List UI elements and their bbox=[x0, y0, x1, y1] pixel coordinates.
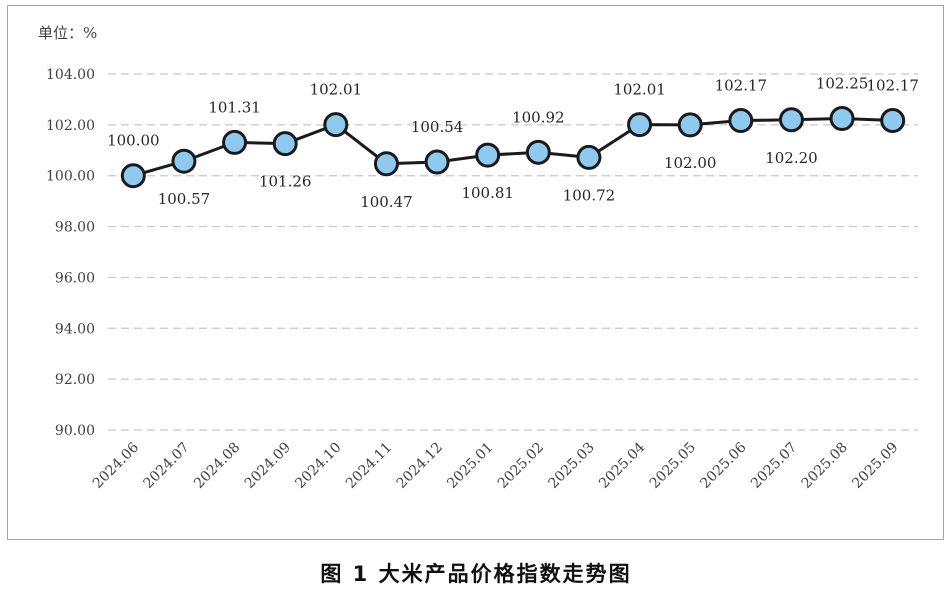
data-point bbox=[880, 108, 906, 134]
x-tick-label: 2025.08 bbox=[799, 440, 851, 492]
x-tick-label: 2025.01 bbox=[444, 440, 496, 492]
y-tick-label: 104.00 bbox=[46, 67, 95, 83]
data-point bbox=[728, 108, 754, 134]
data-point bbox=[627, 112, 653, 138]
data-label: 100.47 bbox=[360, 193, 413, 211]
data-point bbox=[778, 107, 804, 133]
data-label: 100.81 bbox=[461, 184, 514, 202]
data-label: 101.26 bbox=[259, 173, 312, 191]
x-axis-ticks: 2024.062024.072024.082024.092024.102024.… bbox=[90, 439, 902, 491]
figure-caption: 图 1 大米产品价格指数走势图 bbox=[320, 562, 632, 586]
gridlines bbox=[108, 73, 918, 431]
series-line bbox=[132, 117, 893, 178]
data-point bbox=[323, 112, 349, 138]
y-tick-label: 100.00 bbox=[46, 169, 95, 185]
x-tick-label: 2025.09 bbox=[849, 440, 901, 492]
data-point bbox=[829, 106, 855, 131]
x-tick-label: 2025.06 bbox=[697, 439, 749, 491]
data-labels: 100.00 100.57 101.31 101.26 102.01 100.47 100.… bbox=[107, 75, 919, 211]
data-point bbox=[475, 142, 501, 168]
data-point bbox=[272, 131, 298, 157]
data-point bbox=[373, 151, 399, 177]
data-point bbox=[171, 148, 197, 174]
x-tick-label: 2025.04 bbox=[596, 439, 648, 491]
data-label: 100.00 bbox=[107, 132, 160, 150]
data-label: 102.00 bbox=[664, 154, 717, 172]
unit-label: 单位：% bbox=[38, 24, 97, 42]
line-chart: 单位：% 90.00 92.00 94.00 96.00 98.00 100.00 102.… bbox=[38, 24, 919, 492]
data-point bbox=[576, 144, 602, 170]
y-tick-label: 92.00 bbox=[55, 372, 95, 388]
data-label: 101.31 bbox=[208, 98, 261, 116]
y-tick-label: 96.00 bbox=[55, 270, 95, 286]
x-tick-label: 2024.08 bbox=[191, 440, 243, 492]
data-point bbox=[222, 129, 248, 155]
x-tick-label: 2025.02 bbox=[495, 440, 547, 492]
data-point bbox=[525, 139, 551, 165]
x-tick-label: 2025.03 bbox=[546, 440, 598, 492]
x-tick-label: 2024.07 bbox=[141, 440, 193, 492]
data-label: 100.57 bbox=[158, 190, 211, 208]
data-label: 102.01 bbox=[613, 81, 666, 99]
x-tick-label: 2025.05 bbox=[647, 440, 699, 492]
data-label: 102.25 bbox=[816, 75, 869, 93]
x-tick-label: 2024.11 bbox=[343, 440, 395, 492]
data-label: 100.72 bbox=[563, 186, 616, 204]
chart-frame bbox=[7, 5, 944, 540]
y-tick-label: 102.00 bbox=[46, 118, 95, 134]
x-tick-label: 2025.07 bbox=[748, 440, 800, 492]
data-label: 100.54 bbox=[411, 118, 464, 136]
data-point bbox=[677, 112, 703, 138]
y-tick-label: 94.00 bbox=[55, 321, 95, 337]
data-label: 102.20 bbox=[765, 149, 818, 167]
series-polyline bbox=[132, 117, 893, 178]
y-tick-label: 90.00 bbox=[55, 423, 95, 439]
y-tick-label: 98.00 bbox=[55, 220, 95, 236]
data-label: 100.92 bbox=[512, 108, 565, 126]
data-label: 102.17 bbox=[866, 77, 919, 95]
x-tick-label: 2024.12 bbox=[394, 440, 446, 492]
data-label: 102.17 bbox=[715, 77, 768, 95]
x-tick-label: 2024.10 bbox=[292, 440, 344, 492]
y-axis-ticks: 90.00 92.00 94.00 96.00 98.00 100.00 102.00 104… bbox=[46, 67, 95, 439]
data-point bbox=[424, 149, 450, 175]
series-markers bbox=[120, 106, 906, 189]
data-label: 102.01 bbox=[310, 81, 363, 99]
x-tick-label: 2024.06 bbox=[90, 439, 142, 491]
x-tick-label: 2024.09 bbox=[242, 440, 294, 492]
data-point bbox=[120, 163, 146, 189]
